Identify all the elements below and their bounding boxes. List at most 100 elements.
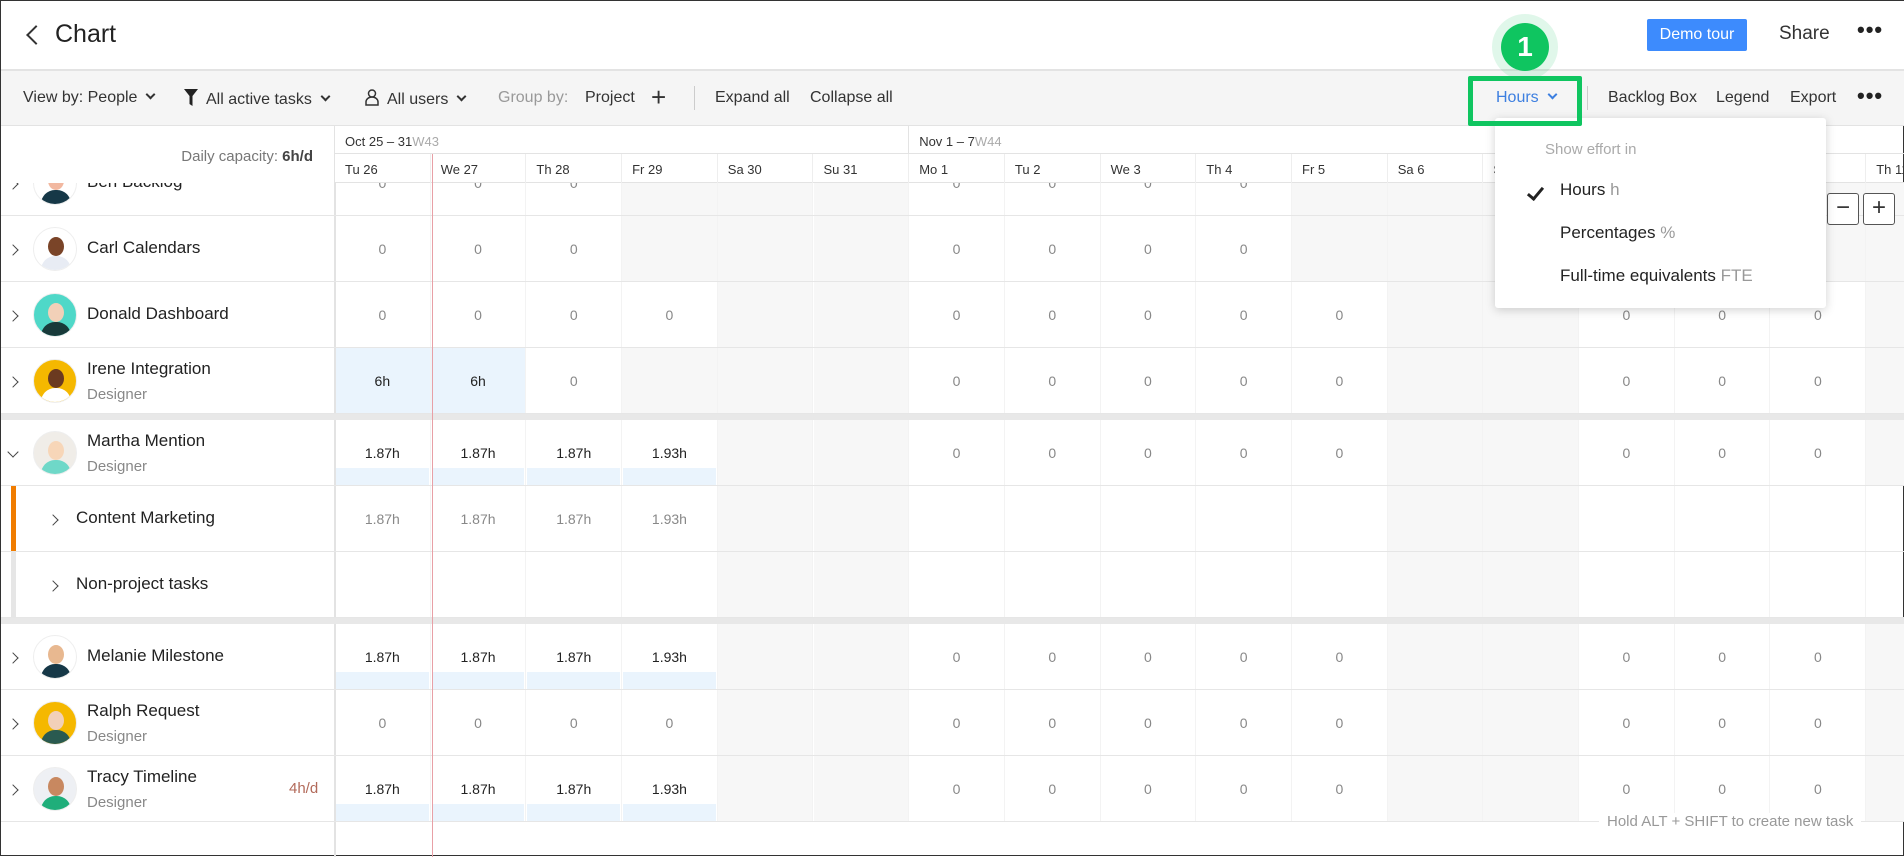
day-cell[interactable]: 0 bbox=[1196, 348, 1292, 413]
expand-chevron-icon[interactable] bbox=[7, 652, 19, 664]
day-cell[interactable] bbox=[1292, 552, 1388, 617]
day-cell[interactable] bbox=[622, 348, 718, 413]
day-cell[interactable]: 1.93h bbox=[622, 486, 718, 551]
menu-option-percentages[interactable]: Percentages % bbox=[1560, 223, 1675, 243]
expand-chevron-icon[interactable] bbox=[7, 244, 19, 256]
day-cell[interactable] bbox=[813, 624, 910, 689]
expand-chevron-icon[interactable] bbox=[7, 784, 19, 796]
person-name[interactable]: Ralph Request bbox=[87, 701, 200, 720]
day-cell[interactable]: 0 bbox=[1196, 420, 1292, 485]
day-cell[interactable] bbox=[1483, 624, 1580, 689]
day-cell[interactable]: 0 bbox=[1005, 348, 1101, 413]
day-cell[interactable] bbox=[1005, 486, 1101, 551]
day-cell[interactable] bbox=[813, 216, 910, 281]
day-cell[interactable]: 0 bbox=[335, 216, 431, 281]
day-cell[interactable]: 0 bbox=[1675, 756, 1771, 821]
day-cell[interactable] bbox=[717, 282, 814, 347]
day-cell[interactable]: 0 bbox=[335, 282, 431, 347]
day-cell[interactable]: 0 bbox=[1675, 420, 1771, 485]
day-cell[interactable]: 0 bbox=[1579, 348, 1675, 413]
collapse-all-button[interactable]: Collapse all bbox=[810, 89, 893, 106]
day-cell[interactable] bbox=[813, 756, 910, 821]
day-cell[interactable]: 0 bbox=[1579, 420, 1675, 485]
day-cell[interactable]: 0 bbox=[909, 216, 1005, 281]
export-button[interactable]: Export bbox=[1790, 89, 1837, 106]
day-cell[interactable]: 0 bbox=[431, 183, 527, 215]
day-cell[interactable]: 1.87h bbox=[526, 486, 623, 551]
day-cell[interactable] bbox=[813, 282, 910, 347]
demo-tour-button[interactable]: Demo tour bbox=[1647, 19, 1747, 51]
day-cell[interactable]: 0 bbox=[1101, 282, 1197, 347]
day-cell[interactable]: 0 bbox=[622, 282, 718, 347]
day-cell[interactable]: 0 bbox=[1292, 624, 1388, 689]
day-cell[interactable]: 0 bbox=[622, 690, 718, 755]
day-cell[interactable]: 0 bbox=[1292, 348, 1388, 413]
day-cell[interactable]: 0 bbox=[1292, 282, 1388, 347]
day-cell[interactable] bbox=[1579, 552, 1675, 617]
day-cell[interactable]: 0 bbox=[909, 282, 1005, 347]
day-cell[interactable]: 0 bbox=[1101, 420, 1197, 485]
day-cell[interactable] bbox=[717, 486, 814, 551]
day-cell[interactable]: 0 bbox=[1196, 216, 1292, 281]
day-cell[interactable] bbox=[1483, 420, 1580, 485]
add-grouping-button[interactable]: + bbox=[651, 82, 667, 112]
day-cell[interactable] bbox=[1387, 624, 1484, 689]
day-cell[interactable] bbox=[1866, 348, 1904, 413]
day-cell[interactable] bbox=[909, 486, 1005, 551]
day-cell[interactable]: 0 bbox=[1771, 690, 1867, 755]
day-cell[interactable]: 0 bbox=[1005, 690, 1101, 755]
day-cell[interactable] bbox=[717, 624, 814, 689]
day-cell[interactable]: 0 bbox=[1196, 282, 1292, 347]
zoom-out-button[interactable]: − bbox=[1827, 193, 1859, 225]
expand-chevron-icon[interactable] bbox=[7, 718, 19, 730]
day-cell[interactable] bbox=[1866, 552, 1904, 617]
day-cell[interactable]: 0 bbox=[1292, 756, 1388, 821]
person-name[interactable]: Donald Dashboard bbox=[87, 304, 229, 323]
day-cell[interactable]: 1.87h bbox=[335, 486, 431, 551]
day-cell[interactable] bbox=[1387, 348, 1484, 413]
day-cell[interactable] bbox=[1483, 690, 1580, 755]
day-cell[interactable]: 0 bbox=[1196, 624, 1292, 689]
day-cell[interactable]: 1.87h bbox=[526, 624, 623, 689]
day-cell[interactable] bbox=[813, 552, 910, 617]
day-cell[interactable] bbox=[1387, 756, 1484, 821]
day-cell[interactable]: 0 bbox=[909, 183, 1005, 215]
day-cell[interactable] bbox=[1196, 552, 1292, 617]
day-cell[interactable] bbox=[1866, 420, 1904, 485]
day-cell[interactable] bbox=[717, 216, 814, 281]
backlog-box-button[interactable]: Backlog Box bbox=[1608, 89, 1697, 106]
expand-all-button[interactable]: Expand all bbox=[715, 89, 790, 106]
day-cell[interactable] bbox=[717, 552, 814, 617]
day-cell[interactable] bbox=[1387, 486, 1484, 551]
day-cell[interactable]: 0 bbox=[431, 282, 527, 347]
day-cell[interactable] bbox=[526, 552, 623, 617]
day-cell[interactable]: 0 bbox=[1101, 756, 1197, 821]
day-cell[interactable]: 0 bbox=[431, 216, 527, 281]
day-cell[interactable] bbox=[1483, 756, 1580, 821]
day-cell[interactable]: 0 bbox=[1771, 348, 1867, 413]
person-name[interactable]: Irene Integration bbox=[87, 359, 211, 378]
day-cell[interactable] bbox=[1675, 552, 1771, 617]
day-cell[interactable] bbox=[431, 552, 527, 617]
expand-chevron-icon[interactable] bbox=[7, 183, 19, 190]
day-cell[interactable] bbox=[1866, 216, 1904, 281]
day-cell[interactable]: 0 bbox=[1292, 690, 1388, 755]
day-cell[interactable]: 0 bbox=[1101, 183, 1197, 215]
day-cell[interactable]: 1.93h bbox=[622, 624, 718, 689]
day-cell[interactable] bbox=[622, 216, 718, 281]
zoom-in-button[interactable]: + bbox=[1863, 193, 1895, 225]
day-cell[interactable] bbox=[1387, 420, 1484, 485]
day-cell[interactable]: 0 bbox=[1005, 282, 1101, 347]
expand-chevron-icon[interactable] bbox=[47, 514, 59, 526]
day-cell[interactable] bbox=[1387, 216, 1484, 281]
users-dropdown[interactable]: All users bbox=[365, 89, 467, 109]
day-cell[interactable] bbox=[1101, 552, 1197, 617]
day-cell[interactable] bbox=[1866, 486, 1904, 551]
day-cell[interactable] bbox=[1866, 282, 1904, 347]
day-cell[interactable]: 1.87h bbox=[431, 420, 527, 485]
day-cell[interactable]: 1.87h bbox=[335, 624, 431, 689]
day-cell[interactable] bbox=[717, 183, 814, 215]
day-cell[interactable]: 0 bbox=[1675, 624, 1771, 689]
day-cell[interactable]: 0 bbox=[1005, 756, 1101, 821]
day-cell[interactable] bbox=[1866, 690, 1904, 755]
